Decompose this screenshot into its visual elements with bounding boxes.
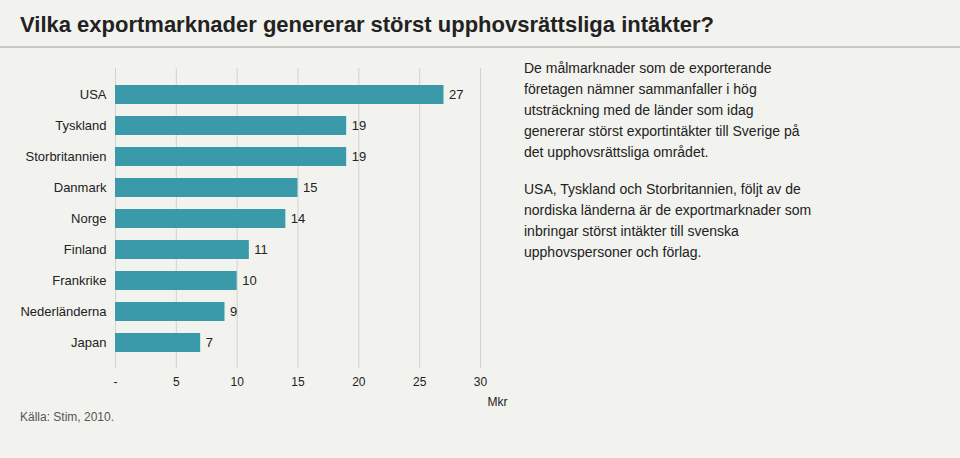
svg-text:Danmark: Danmark (54, 180, 107, 195)
html-text:nordiska länderna är de export: nordiska länderna är de exportmarknader … (524, 202, 812, 218)
svg-text:7: 7 (206, 335, 213, 350)
svg-text:Mkr: Mkr (488, 395, 508, 409)
html-text:företagen nämner sammanfaller: företagen nämner sammanfaller i hög (524, 81, 757, 97)
svg-text:9: 9 (230, 304, 237, 319)
svg-text:14: 14 (291, 211, 305, 226)
svg-text:20: 20 (352, 375, 366, 389)
html-text:USA, Tyskland och Storbritanni: USA, Tyskland och Storbritannien, följt … (524, 181, 801, 197)
svg-text:15: 15 (303, 180, 317, 195)
svg-text:Finland: Finland (64, 242, 107, 257)
svg-text:-: - (114, 375, 118, 389)
svg-text:19: 19 (352, 118, 366, 133)
svg-text:10: 10 (242, 273, 256, 288)
svg-text:Norge: Norge (71, 211, 106, 226)
html-text:De målmarknader som de exporte: De målmarknader som de exporterande (524, 60, 772, 76)
html-text:inbringar störst intäkter till: inbringar störst intäkter till svenska (524, 223, 739, 239)
svg-text:25: 25 (413, 375, 427, 389)
svg-text:Storbritannien: Storbritannien (26, 149, 107, 164)
svg-text:30: 30 (474, 375, 488, 389)
html-text:utsträckning med de länder som: utsträckning med de länder som idag (524, 102, 754, 118)
html-text:Vilka exportmarknader generera: Vilka exportmarknader genererar störst u… (20, 12, 715, 37)
svg-text:Japan: Japan (71, 335, 106, 350)
svg-text:15: 15 (291, 375, 305, 389)
svg-text:27: 27 (449, 87, 463, 102)
html-text:det upphovsrättsliga området.: det upphovsrättsliga området. (524, 144, 709, 160)
html-text:upphovspersoner och förlag.: upphovspersoner och förlag. (524, 244, 702, 260)
html-text:genererar störst exportintäkte: genererar störst exportintäkter till Sve… (524, 123, 800, 139)
svg-text:10: 10 (230, 375, 244, 389)
svg-text:Tyskland: Tyskland (55, 118, 106, 133)
svg-text:5: 5 (173, 375, 180, 389)
html-text:Källa: Stim, 2010.: Källa: Stim, 2010. (20, 410, 115, 424)
svg-text:19: 19 (352, 149, 366, 164)
svg-text:USA: USA (80, 87, 107, 102)
svg-text:11: 11 (254, 242, 267, 257)
svg-text:Frankrike: Frankrike (52, 273, 106, 288)
svg-text:Nederländerna: Nederländerna (20, 304, 107, 319)
